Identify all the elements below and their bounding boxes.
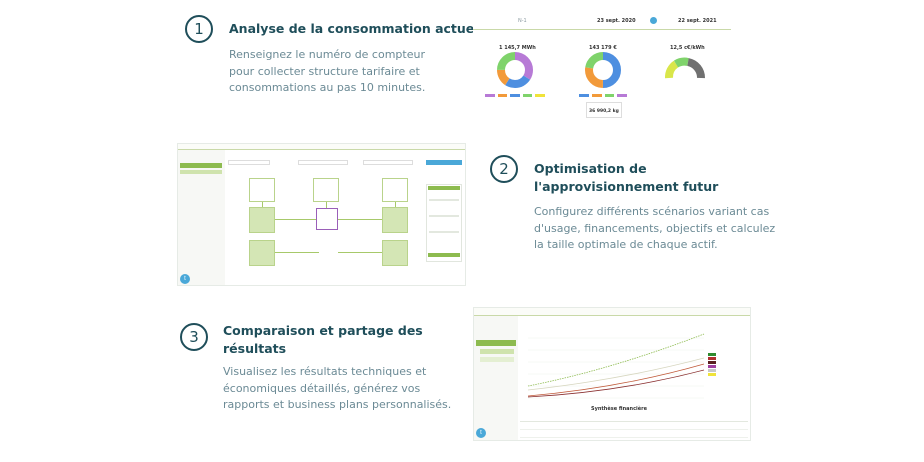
step-1-description: Renseignez le numéro de compteur pour co… <box>229 48 426 94</box>
step-2-title: Optimisation de l'approvisionnement futu… <box>534 161 719 194</box>
settings-panel <box>426 184 462 262</box>
energy-donut-chart <box>497 52 533 88</box>
date-start: 23 sept. 2020 <box>597 18 636 24</box>
price-gauge-chart <box>665 57 705 79</box>
sidebar <box>474 316 518 440</box>
top-nav <box>178 144 465 150</box>
central-node <box>316 208 338 230</box>
kpi-price: 12,5 c€/kWh <box>670 45 705 51</box>
kpi-energy: 1 145,7 MWh <box>499 45 536 51</box>
form-row <box>228 158 428 166</box>
scenario-configuration-screenshot: t <box>177 143 466 286</box>
financial-chart <box>527 333 705 399</box>
sidebar-item[interactable] <box>180 170 222 174</box>
step-1-title: Analyse de la consommation actuelle <box>229 21 492 36</box>
asset-box-right-2 <box>382 240 408 266</box>
source-box-top-right <box>382 178 408 202</box>
kpi-cost: 143 179 € <box>589 45 617 51</box>
sidebar-item[interactable] <box>480 357 514 362</box>
step-1-number: 1 <box>185 15 213 43</box>
asset-box-left-2 <box>249 240 275 266</box>
sidebar-item-active[interactable] <box>476 340 516 346</box>
sidebar-item-active[interactable] <box>180 163 222 168</box>
period-label: N-1 <box>518 18 527 24</box>
energy-legend <box>485 94 545 97</box>
chart-legend <box>708 353 748 383</box>
cost-donut-chart <box>585 52 621 88</box>
step-3-description: Visualisez les résultats techniques et é… <box>223 365 452 411</box>
step-2-description: Configurez différents scénarios variant … <box>534 205 776 251</box>
twitter-icon[interactable]: t <box>476 428 486 438</box>
sidebar <box>178 150 225 285</box>
calculate-button[interactable] <box>426 160 462 165</box>
period-bar: N-1 23 sept. 2020 22 sept. 2021 <box>473 12 731 30</box>
step-2-number: 2 <box>490 155 518 183</box>
consumption-dashboard-screenshot: N-1 23 sept. 2020 22 sept. 2021 1 145,7 … <box>473 12 731 124</box>
top-nav <box>474 308 750 316</box>
step-3-number: 3 <box>180 323 208 351</box>
chart-title: Synthèse financière <box>591 406 647 412</box>
asset-box-left-1 <box>249 207 275 233</box>
asset-box-right-1 <box>382 207 408 233</box>
source-box-top-left <box>249 178 275 202</box>
cost-legend <box>579 94 627 97</box>
results-screenshot: Synthèse financière t <box>473 307 751 441</box>
results-table <box>520 418 748 440</box>
co2-card: 36 990,2 kg <box>586 102 622 118</box>
sync-icon[interactable] <box>650 17 657 24</box>
date-end: 22 sept. 2021 <box>678 18 717 24</box>
step-3-title: Comparaison et partage des résultats <box>223 323 423 356</box>
sidebar-item[interactable] <box>480 349 514 354</box>
source-box-top-center <box>313 178 339 202</box>
twitter-icon[interactable]: t <box>180 274 190 284</box>
co2-value: 36 990,2 kg <box>589 109 619 114</box>
